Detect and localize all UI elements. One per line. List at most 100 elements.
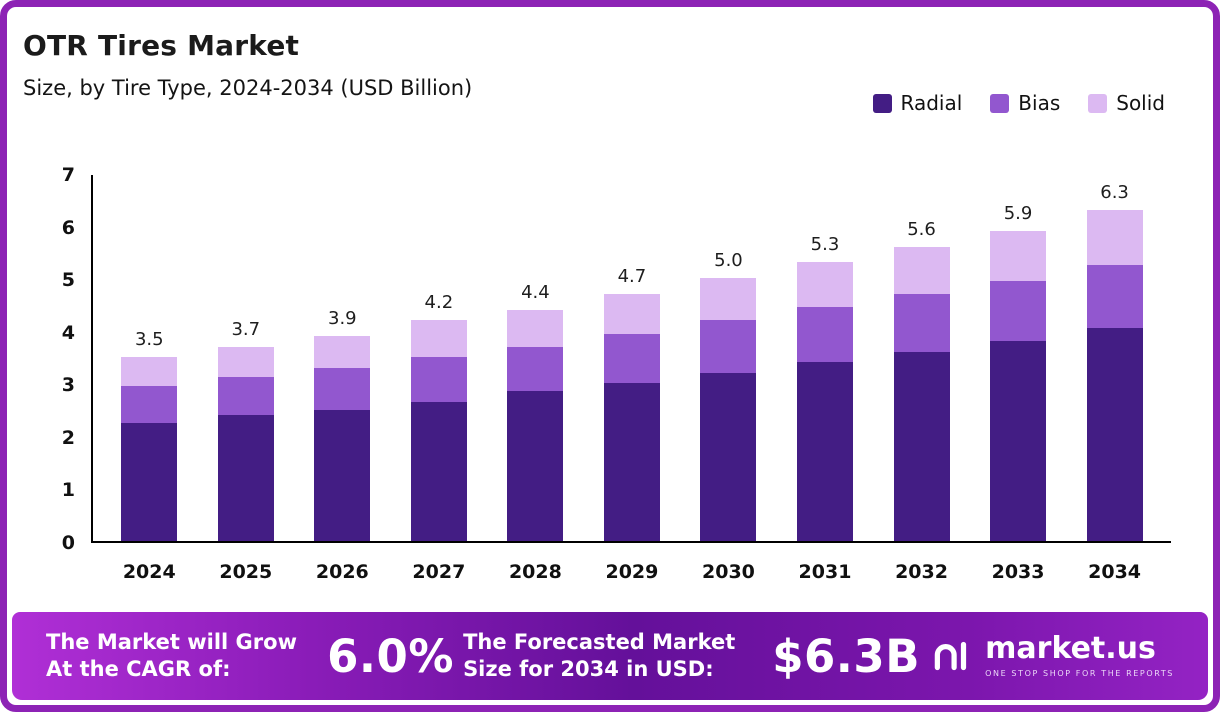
- chart-subtitle: Size, by Tire Type, 2024-2034 (USD Billi…: [23, 76, 473, 100]
- brand-name: market.us: [985, 631, 1156, 666]
- legend-label-solid: Solid: [1116, 91, 1165, 115]
- x-label-2028: 2028: [508, 561, 562, 583]
- legend-label-bias: Bias: [1018, 91, 1061, 115]
- brand-logo: market.us ONE STOP SHOP FOR THE REPORTS: [929, 633, 1174, 679]
- bar-total-2034: 6.3: [1100, 181, 1129, 203]
- footer-banner: The Market will Grow At the CAGR of: 6.0…: [12, 612, 1208, 700]
- marketus-logo-icon: [934, 641, 967, 671]
- bar-segment-radial-2024: [121, 422, 178, 541]
- bar-segment-solid-2029: [603, 293, 660, 335]
- bar-2028: 4.4 2028: [507, 175, 564, 583]
- bar-segment-bias-2026: [314, 367, 371, 410]
- chart-area: 0 1 2 3 4 5 6 7 3.5 2024 3.7 2025 3.9 2026 4.2 2027 4.4…: [29, 164, 1171, 583]
- legend-label-radial: Radial: [900, 91, 963, 115]
- forecast-value: $6.3B: [772, 629, 921, 683]
- bar-total-2032: 5.6: [907, 218, 936, 240]
- cagr-label: The Market will Grow At the CAGR of:: [46, 629, 297, 681]
- bar-2030: 5.0 2030: [700, 175, 757, 583]
- bar-segment-solid-2031: [796, 262, 853, 308]
- y-tick-4: 4: [61, 321, 75, 344]
- bar-2024: 3.5 2024: [121, 175, 178, 583]
- legend-swatch-solid: [1088, 93, 1108, 113]
- bar-total-2030: 5.0: [714, 250, 743, 272]
- bar-total-2026: 3.9: [328, 308, 357, 329]
- bar-segment-bias-2024: [121, 385, 178, 423]
- x-label-2027: 2027: [412, 561, 466, 583]
- plot-area: 3.5 2024 3.7 2025 3.9 2026 4.2 2027 4.4 2028 4.7 20…: [91, 175, 1171, 583]
- bar-total-2033: 5.9: [1003, 202, 1033, 224]
- bar-segment-solid-2034: [1086, 209, 1143, 266]
- y-tick-0: 0: [61, 532, 75, 554]
- bar-total-2024: 3.5: [134, 329, 164, 351]
- x-label-2024: 2024: [122, 561, 176, 583]
- x-label-2033: 2033: [991, 561, 1045, 583]
- bar-2033: 5.9 2033: [990, 175, 1047, 583]
- bar-total-2027: 4.2: [424, 292, 454, 314]
- bar-segment-bias-2027: [410, 357, 467, 402]
- bar-segment-solid-2025: [217, 346, 274, 377]
- x-label-2034: 2034: [1088, 561, 1142, 583]
- brand-tagline: ONE STOP SHOP FOR THE REPORTS: [985, 669, 1174, 678]
- bar-2034: 6.3 2034: [1086, 175, 1143, 583]
- bar-segment-radial-2030: [700, 372, 757, 541]
- legend-swatch-radial: [872, 93, 892, 113]
- legend-swatch-bias: [990, 93, 1010, 113]
- bar-segment-bias-2028: [507, 346, 564, 392]
- y-tick-5: 5: [61, 269, 75, 292]
- y-tick-2: 2: [61, 426, 75, 449]
- y-axis: 0 1 2 3 4 5 6 7: [29, 164, 91, 554]
- bar-segment-radial-2029: [603, 383, 660, 541]
- bar-segment-radial-2028: [507, 391, 564, 541]
- bar-segment-bias-2032: [893, 293, 950, 352]
- bar-segment-solid-2032: [893, 246, 950, 294]
- bar-segment-bias-2034: [1086, 265, 1143, 329]
- x-label-2030: 2030: [702, 561, 755, 583]
- bar-2031: 5.3 2031: [796, 175, 853, 583]
- bar-segment-radial-2032: [893, 351, 950, 541]
- bar-segment-solid-2024: [121, 357, 178, 386]
- bar-segment-radial-2027: [410, 401, 467, 541]
- bar-segment-bias-2030: [700, 320, 757, 373]
- bar-segment-bias-2033: [990, 280, 1047, 342]
- y-tick-7: 7: [61, 164, 75, 186]
- y-tick-3: 3: [61, 374, 75, 397]
- bar-segment-bias-2025: [217, 377, 274, 415]
- bar-segment-solid-2028: [507, 309, 564, 347]
- x-label-2032: 2032: [895, 561, 948, 583]
- bar-segment-radial-2033: [990, 341, 1047, 541]
- bar-segment-solid-2026: [314, 336, 371, 368]
- forecast-label: The Forecasted Market Size for 2034 in U…: [463, 629, 736, 681]
- bar-segment-radial-2025: [217, 414, 274, 541]
- bars: 3.5 2024 3.7 2025 3.9 2026 4.2 2027 4.4 2028 4.7 20…: [93, 175, 1171, 583]
- chart-title: OTR Tires Market: [23, 29, 300, 62]
- bar-segment-radial-2026: [314, 409, 371, 541]
- bar-segment-bias-2031: [796, 307, 853, 363]
- y-tick-1: 1: [61, 479, 75, 502]
- bar-2025: 3.7 2025: [217, 175, 274, 583]
- bar-total-2031: 5.3: [810, 234, 840, 256]
- bar-segment-solid-2030: [700, 278, 757, 321]
- bar-total-2029: 4.7: [617, 265, 647, 287]
- legend: Radial Bias Solid: [872, 91, 1165, 115]
- bar-segment-radial-2031: [796, 362, 853, 541]
- bar-2026: 3.9 2026: [314, 175, 371, 583]
- legend-item-bias: Bias: [990, 91, 1060, 115]
- cagr-value: 6.0%: [327, 629, 454, 683]
- bar-total-2028: 4.4: [521, 281, 550, 303]
- x-label-2029: 2029: [605, 561, 659, 583]
- bar-2032: 5.6 2032: [893, 175, 950, 583]
- x-label-2031: 2031: [798, 561, 852, 583]
- y-tick-6: 6: [61, 216, 75, 239]
- bar-segment-solid-2033: [990, 230, 1047, 281]
- bar-segment-bias-2029: [603, 334, 660, 384]
- bar-2029: 4.7 2029: [603, 175, 660, 583]
- bar-segment-solid-2027: [410, 320, 467, 358]
- bar-2027: 4.2 2027: [410, 175, 467, 583]
- x-label-2025: 2025: [219, 561, 273, 583]
- legend-item-solid: Solid: [1088, 91, 1165, 115]
- bar-segment-radial-2034: [1086, 328, 1143, 541]
- bar-total-2025: 3.7: [231, 318, 261, 340]
- x-label-2026: 2026: [315, 561, 369, 583]
- legend-item-radial: Radial: [872, 91, 963, 115]
